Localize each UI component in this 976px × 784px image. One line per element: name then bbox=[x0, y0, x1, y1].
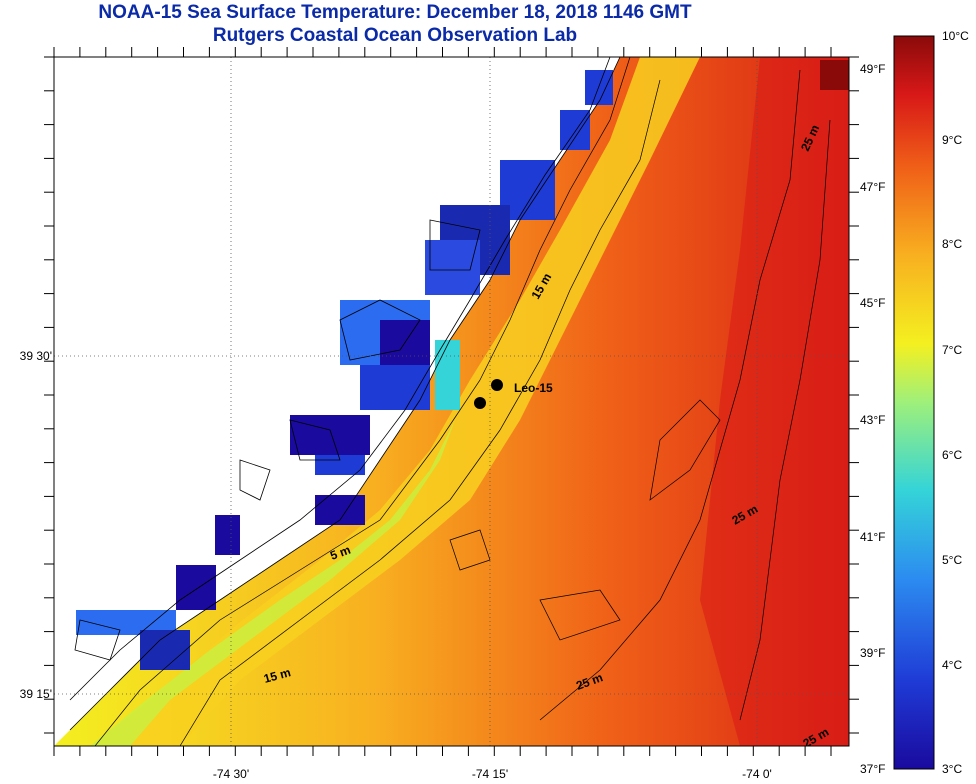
cb-label-37f: 37°F bbox=[860, 762, 886, 776]
cb-label-45f: 45°F bbox=[860, 296, 886, 310]
map-subtitle: Rutgers Coastal Ocean Observation Lab bbox=[212, 25, 578, 46]
cb-label-5c: 5°C bbox=[942, 553, 963, 567]
offshore-warm-band bbox=[700, 57, 849, 746]
lon-label-74-30: -74 30' bbox=[213, 767, 249, 781]
colorbar bbox=[893, 35, 935, 770]
lat-label-39-30: 39 30' bbox=[20, 349, 52, 363]
cb-label-47f: 47°F bbox=[860, 180, 886, 194]
grid-lines bbox=[54, 57, 849, 746]
cb-label-3c: 3°C bbox=[942, 762, 963, 776]
contour-label-5m: 5 m bbox=[328, 543, 352, 563]
cb-label-6c: 6°C bbox=[942, 448, 963, 462]
cb-label-9c: 9°C bbox=[942, 133, 963, 147]
cb-label-49f: 49°F bbox=[860, 62, 886, 76]
axis-ticks bbox=[44, 47, 859, 756]
cb-label-39f: 39°F bbox=[860, 646, 886, 660]
leo-15-label: Leo-15 bbox=[514, 381, 553, 395]
nearshore-band bbox=[90, 57, 700, 746]
cb-label-4c: 4°C bbox=[942, 658, 963, 672]
plot-frame bbox=[53, 56, 850, 747]
cold-bay-pixels bbox=[76, 70, 613, 670]
contour-label-15m-south: 15 m bbox=[262, 665, 292, 686]
lon-label-74-15: -74 15' bbox=[472, 767, 508, 781]
coastlines bbox=[69, 57, 621, 731]
cb-label-7c: 7°C bbox=[942, 343, 963, 357]
lat-label-39-15: 39 15' bbox=[20, 687, 52, 701]
leo-15-marker[interactable] bbox=[491, 379, 503, 391]
cb-label-43f: 43°F bbox=[860, 413, 886, 427]
plot-area: 15 m 25 m 5 m 25 m 15 m 25 m 25 m Leo-15 bbox=[54, 57, 849, 746]
lon-label-74-0: -74 0' bbox=[742, 767, 772, 781]
cb-label-8c: 8°C bbox=[942, 237, 963, 251]
warmest-patch bbox=[820, 60, 849, 90]
depth-contours bbox=[94, 57, 831, 746]
station-marker[interactable] bbox=[474, 397, 486, 409]
map-title: NOAA-15 Sea Surface Temperature: Decembe… bbox=[98, 2, 692, 23]
cb-label-10c: 10°C bbox=[942, 29, 969, 43]
cb-label-41f: 41°F bbox=[860, 530, 886, 544]
